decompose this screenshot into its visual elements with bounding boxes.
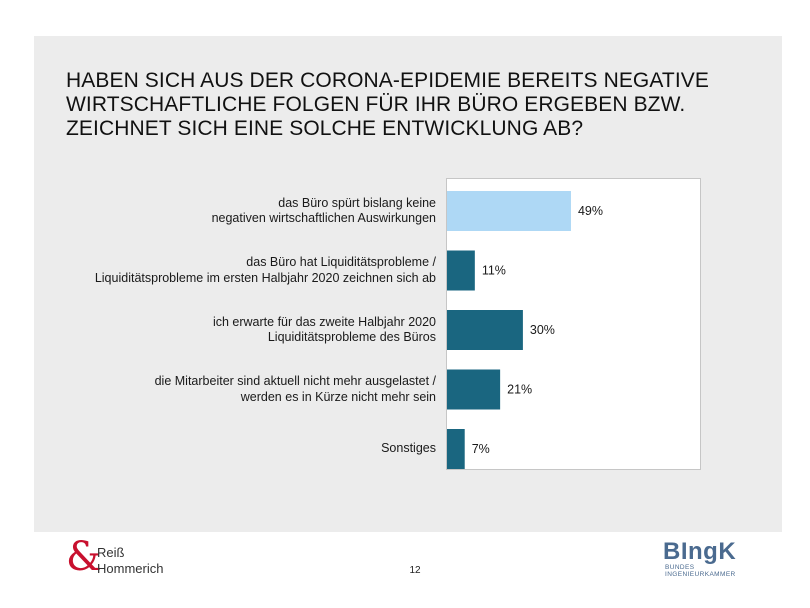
bar-5 xyxy=(447,429,465,469)
bingk-logo-sub1: BUNDES xyxy=(665,564,695,571)
data-label-4: 21% xyxy=(507,383,532,397)
title-line: WIRTSCHAFTLICHE FOLGEN FÜR IHR BÜRO ERGE… xyxy=(66,93,686,116)
category-label-1: das Büro spürt bislang keine negativen wi… xyxy=(36,196,436,227)
title-line: ZEICHNET SICH EINE SOLCHE ENTWICKLUNG AB… xyxy=(66,117,584,140)
page-number: 12 xyxy=(409,565,421,576)
logo-text-reiss: Reiß xyxy=(97,545,125,560)
bingk-logo-main: BIngK xyxy=(663,538,737,565)
ampersand-logo-mark: & xyxy=(66,534,102,580)
reiss-hommerich-logo: & Reiß Hommerich xyxy=(66,535,176,581)
category-label-line: negativen wirtschaftlichen Auswirkungen xyxy=(211,211,436,225)
bar-1 xyxy=(447,191,571,231)
data-label-5: 7% xyxy=(472,442,490,456)
category-label-line: ich erwarte für das zweite Halbjahr 2020 xyxy=(212,314,436,329)
data-label-1: 49% xyxy=(578,204,603,218)
category-label-2: das Büro hat Liquiditätsprobleme / Liquid… xyxy=(36,255,436,286)
bingk-logo-sub2: INGENIEURKAMMER xyxy=(665,571,736,578)
category-label-line: werden es in Kürze nicht mehr sein xyxy=(240,389,436,404)
bar-4 xyxy=(447,369,501,410)
chart-title: HABEN SICH AUS DER CORONA-EPIDEMIE BEREI… xyxy=(66,69,766,141)
bar-2 xyxy=(447,250,475,291)
title-line: HABEN SICH AUS DER CORONA-EPIDEMIE BEREI… xyxy=(66,69,709,92)
bingk-logo: BIngK BUNDES INGENIEURKAMMER xyxy=(663,538,773,582)
category-label-4: die Mitarbeiter sind aktuell nicht mehr … xyxy=(36,374,436,405)
data-label-3: 30% xyxy=(530,323,555,337)
category-label-line: das Büro spürt bislang keine xyxy=(278,195,436,210)
bar-3 xyxy=(447,310,523,350)
category-label-line: die Mitarbeiter sind aktuell nicht mehr … xyxy=(154,374,436,388)
data-label-2: 11% xyxy=(482,264,506,278)
category-label-line: Sonstiges xyxy=(381,441,436,456)
category-label-line: Liquiditätsprobleme des Büros xyxy=(267,330,436,344)
category-label-5: Sonstiges xyxy=(36,441,436,457)
logo-text-hommerich: Hommerich xyxy=(97,561,164,576)
category-label-line: das Büro hat Liquiditätsprobleme / xyxy=(246,255,436,269)
category-label-line: Liquiditätsprobleme im ersten Halbjahr 2… xyxy=(94,270,436,285)
category-label-3: ich erwarte für das zweite Halbjahr 2020… xyxy=(36,315,436,346)
